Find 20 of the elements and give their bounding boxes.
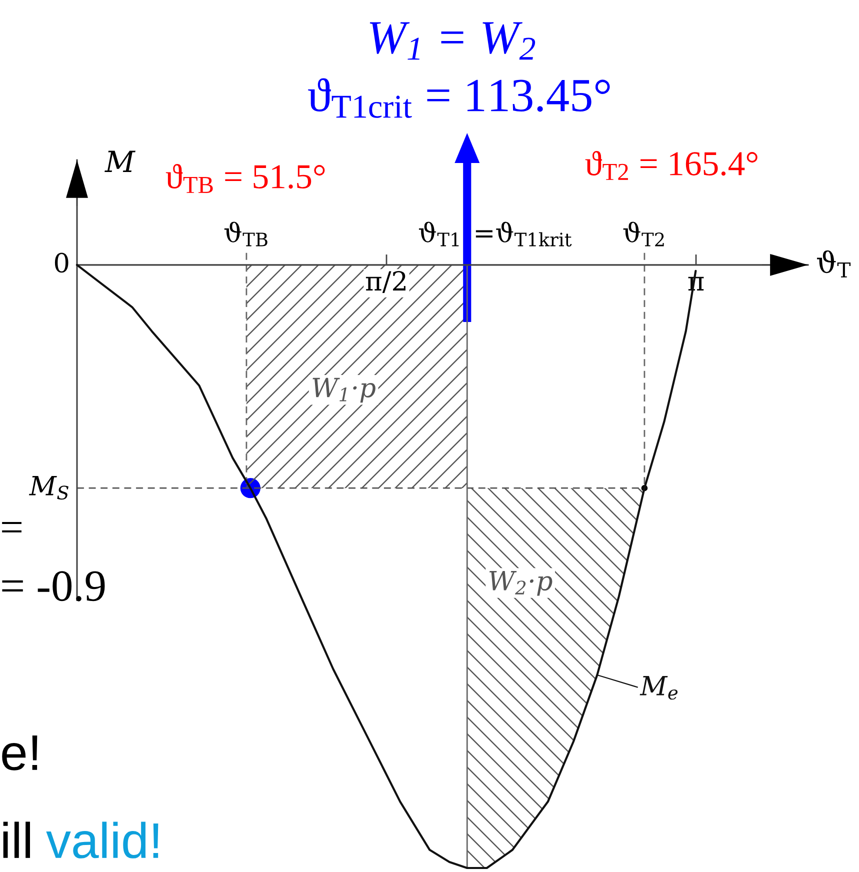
annotation: valid! [46, 822, 158, 858]
text: W$_{1}$ = W$_{2}$ [370, 22, 536, 60]
annotation: ϑ$_{T2}$ [623, 222, 664, 246]
text: W$_{2}$·p [489, 571, 552, 596]
x-axis-title: ϑ$_{T}$ [817, 250, 851, 278]
text: 0 [54, 252, 68, 273]
legend-label: M$_{e}$ [640, 676, 678, 700]
text: = [2, 522, 22, 532]
text: M$_{S}$ [28, 476, 68, 500]
y-axis-title: M [104, 150, 136, 172]
text: ϑ$_{TB}$ = 51.5° [166, 164, 325, 193]
annotation: ϑ$_{TB}$ [224, 222, 268, 246]
text: ill [3, 822, 30, 858]
annotation: ϑ$_{T1}$ [418, 222, 459, 246]
text: ϑ$_{T2}$ = 165.4° [585, 151, 758, 180]
text: e! [2, 736, 38, 770]
series-label: W$_{1}$·p [312, 378, 376, 403]
text: =ϑ$_{T1krit}$ [476, 222, 572, 247]
text: ϑ$_{T1crit}$ = 113.45° [308, 78, 610, 118]
x-tick-label: π/2 [366, 270, 406, 293]
